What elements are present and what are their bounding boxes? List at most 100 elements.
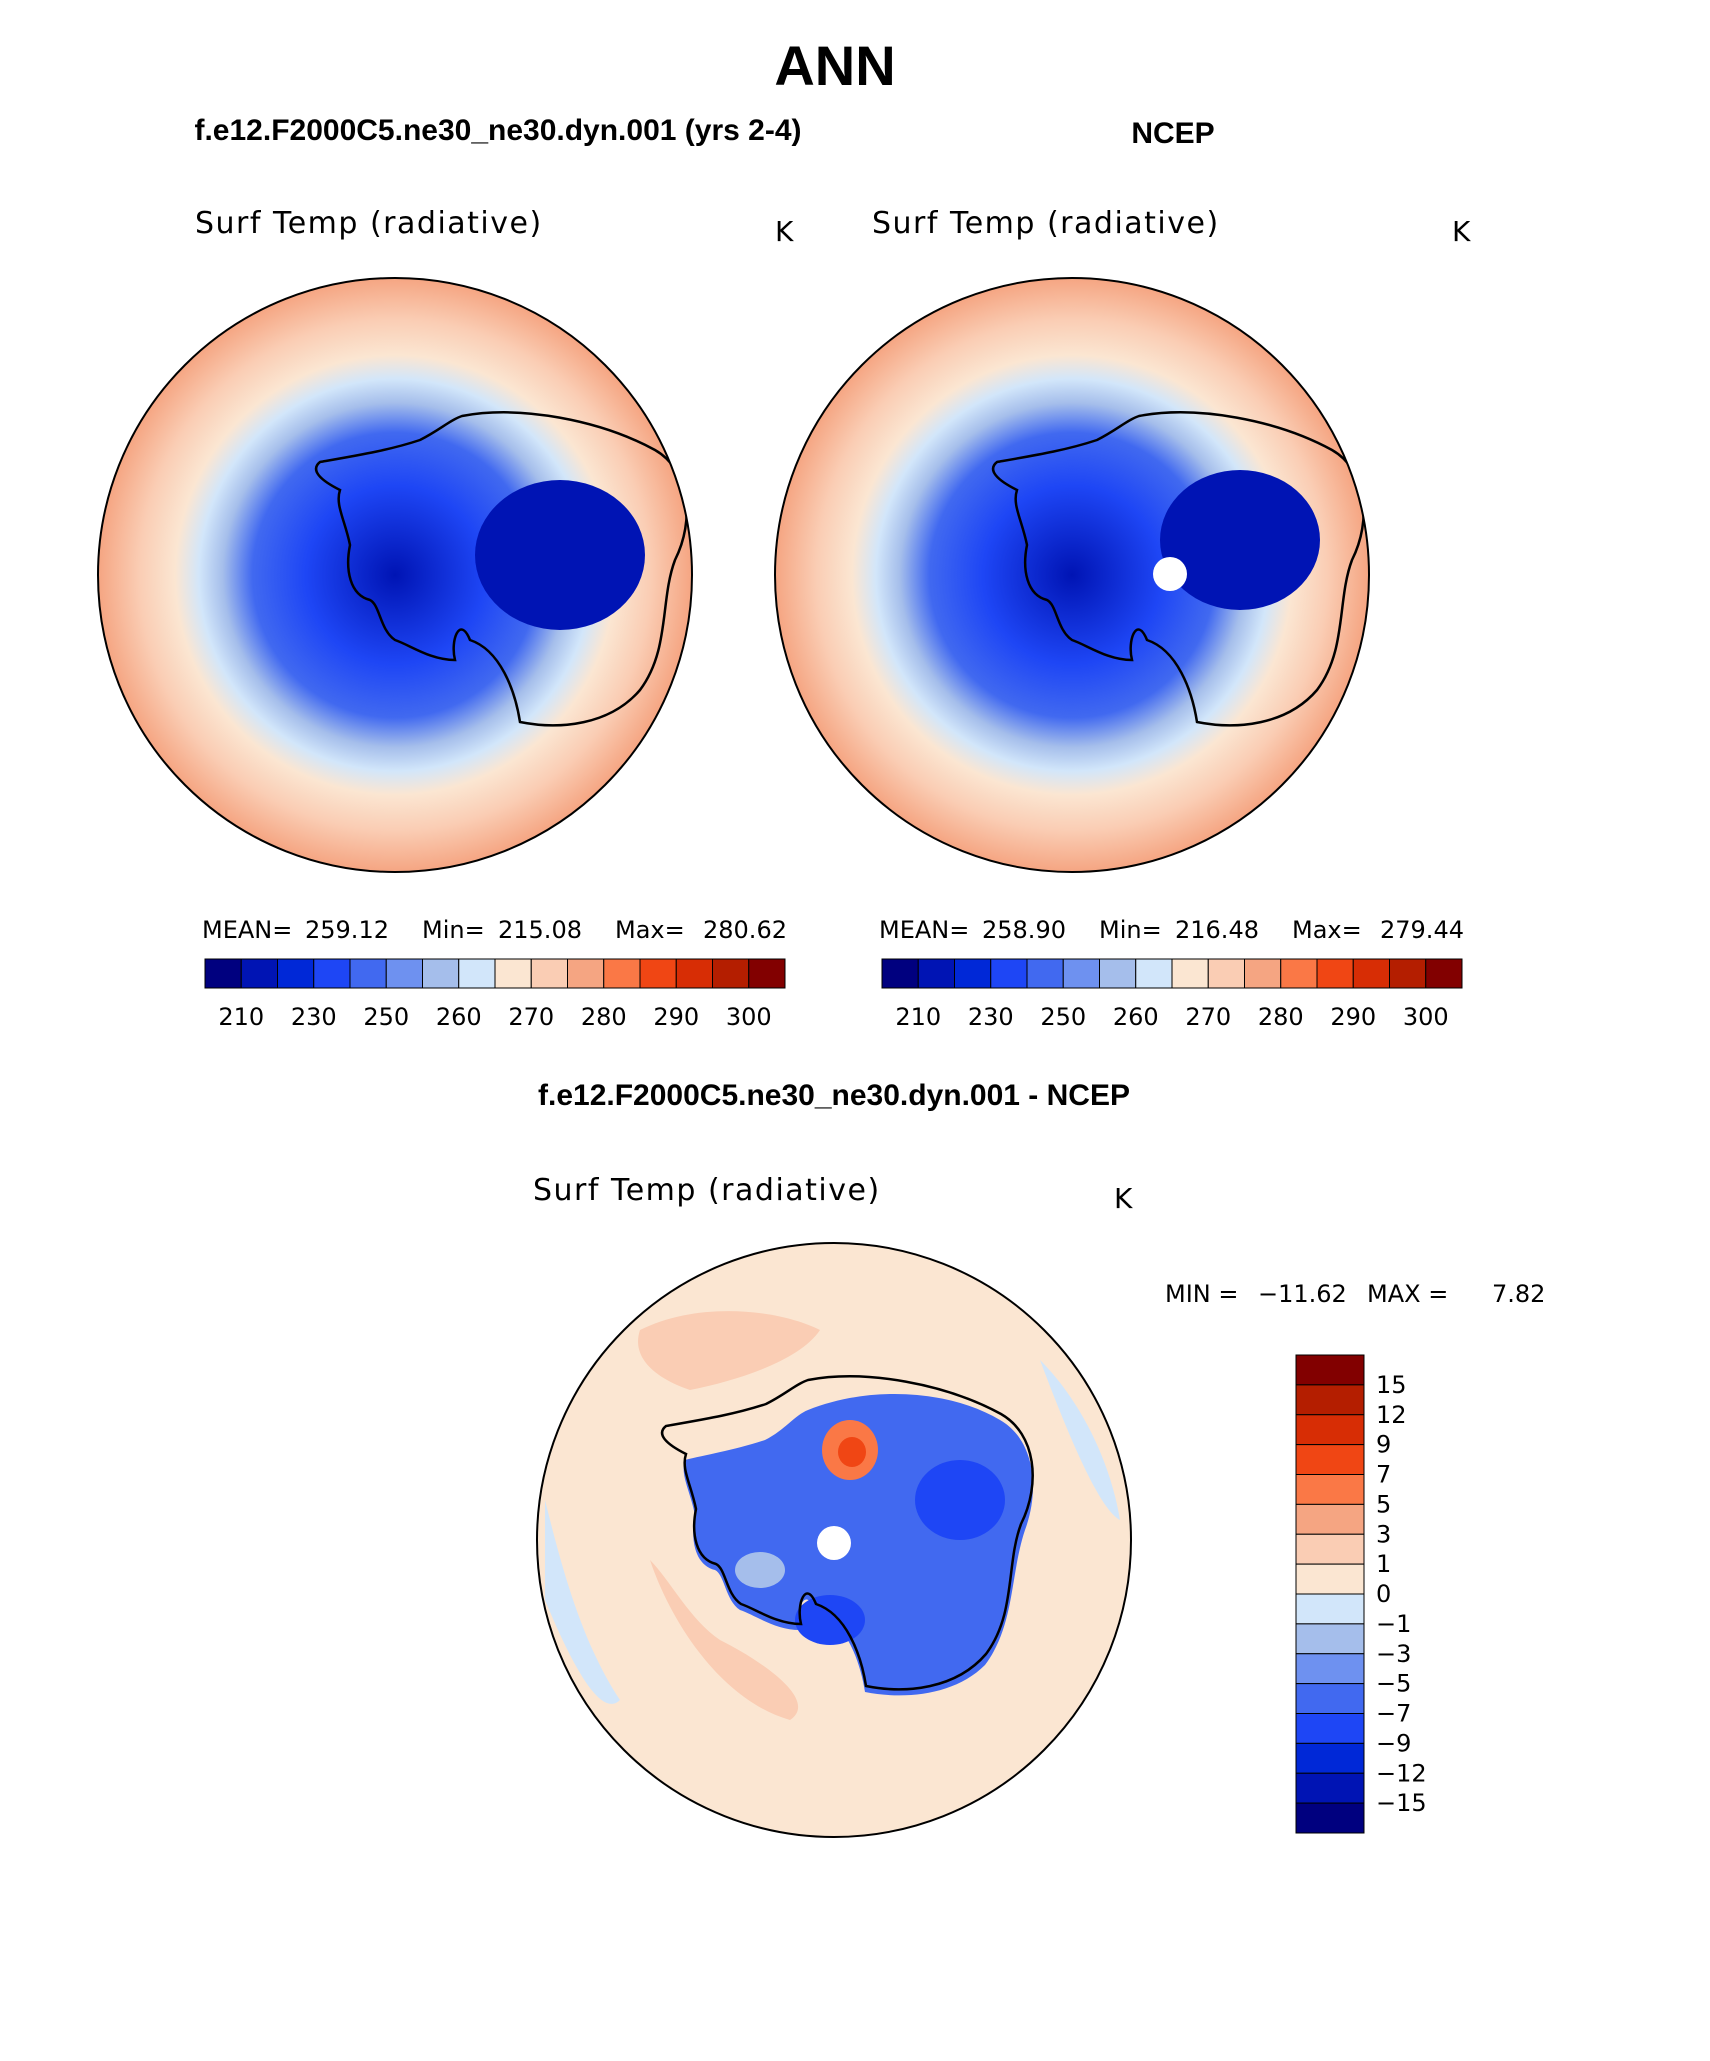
colorbar-swatch bbox=[881, 958, 919, 989]
colorbar-swatch bbox=[422, 958, 460, 989]
panel-model-units: K bbox=[775, 215, 794, 248]
colorbar-tick-label: 300 bbox=[1403, 1003, 1449, 1031]
colorbar-tick-label: −7 bbox=[1376, 1700, 1411, 1728]
colorbar-swatch bbox=[1280, 958, 1318, 989]
mean-label: MEAN= bbox=[202, 916, 292, 944]
map-diff bbox=[537, 1243, 1131, 1837]
colorbar-swatch bbox=[1295, 1772, 1365, 1804]
colorbar-tick-label: 3 bbox=[1376, 1520, 1391, 1548]
colorbar-tick-label: 1 bbox=[1376, 1550, 1391, 1578]
panel-model-title: f.e12.F2000C5.ne30_ne30.dyn.001 (yrs 2-4… bbox=[194, 114, 801, 147]
colorbar-swatch bbox=[313, 958, 351, 989]
colorbar-tick-label: −12 bbox=[1376, 1759, 1427, 1787]
colorbar-tick-label: 250 bbox=[1040, 1003, 1086, 1031]
colorbar-swatch bbox=[1295, 1414, 1365, 1446]
colorbar-swatch bbox=[1295, 1384, 1365, 1416]
colorbar-swatch bbox=[277, 958, 315, 989]
colorbar-swatch bbox=[1295, 1444, 1365, 1475]
colorbar-swatch bbox=[494, 958, 532, 989]
page-title: ANN bbox=[774, 34, 895, 97]
panel-ncep: NCEP Surf Temp (radiative) K MEAN= 258.9… bbox=[774, 117, 1471, 1031]
colorbar-swatch bbox=[240, 958, 278, 989]
antarctica-outline bbox=[991, 411, 1365, 727]
colorbar-tick-label: 280 bbox=[1258, 1003, 1304, 1031]
colorbar-tick-label: 300 bbox=[726, 1003, 772, 1031]
max-label: MAX = bbox=[1367, 1280, 1448, 1308]
map-diff-cool-patch bbox=[545, 1500, 620, 1704]
panel-diff-title: f.e12.F2000C5.ne30_ne30.dyn.001 - NCEP bbox=[538, 1079, 1130, 1112]
colorbar-swatch bbox=[1295, 1354, 1365, 1386]
colorbar-model: 210 230 250 260 270 280 290 300 bbox=[204, 958, 786, 1031]
max-label: Max= bbox=[615, 916, 685, 944]
colorbar-swatch bbox=[458, 958, 496, 989]
colorbar-tick-label: −1 bbox=[1376, 1610, 1411, 1638]
colorbar-swatch bbox=[1295, 1503, 1365, 1535]
map-ncep-border bbox=[774, 277, 1370, 873]
panel-ncep-units: K bbox=[1452, 215, 1471, 248]
colorbar-tick-label: 210 bbox=[218, 1003, 264, 1031]
colorbar-tick-label: 250 bbox=[363, 1003, 409, 1031]
map-ncep-cold-core bbox=[1160, 470, 1320, 610]
mean-label: MEAN= bbox=[879, 916, 969, 944]
min-value: 216.48 bbox=[1175, 916, 1259, 944]
colorbar-swatch bbox=[1171, 958, 1209, 989]
colorbar-tick-label: 230 bbox=[968, 1003, 1014, 1031]
colorbar-tick-label: 280 bbox=[581, 1003, 627, 1031]
map-model bbox=[98, 278, 692, 872]
map-diff-strong-cold bbox=[915, 1460, 1005, 1540]
map-ncep bbox=[775, 278, 1369, 872]
panel-ncep-title: NCEP bbox=[1131, 117, 1214, 150]
colorbar-swatch bbox=[385, 958, 423, 989]
colorbar-tick-label: 260 bbox=[1113, 1003, 1159, 1031]
map-diff-weak-cold bbox=[735, 1552, 785, 1588]
colorbar-swatch bbox=[349, 958, 387, 989]
min-value: 215.08 bbox=[498, 916, 582, 944]
colorbar-tick-label: 290 bbox=[1330, 1003, 1376, 1031]
max-value: 280.62 bbox=[703, 916, 787, 944]
colorbar-swatch bbox=[1425, 958, 1463, 989]
map-diff-warm-belt bbox=[638, 1311, 820, 1390]
colorbar-tick-label: −15 bbox=[1376, 1789, 1427, 1817]
panel-diff-stats: MIN = −11.62 MAX = 7.82 bbox=[1165, 1280, 1545, 1308]
colorbar-tick-label: −3 bbox=[1376, 1640, 1411, 1668]
min-value: −11.62 bbox=[1258, 1280, 1347, 1308]
colorbar-tick-label: 260 bbox=[436, 1003, 482, 1031]
colorbar-swatch bbox=[1295, 1563, 1365, 1595]
colorbar-swatch bbox=[1316, 958, 1354, 989]
colorbar-swatch bbox=[204, 958, 242, 989]
map-model-border bbox=[97, 277, 693, 873]
colorbar-swatch bbox=[1352, 958, 1390, 989]
colorbar-tick-label: 270 bbox=[1185, 1003, 1231, 1031]
colorbar-swatch bbox=[1295, 1474, 1365, 1505]
map-ncep-field bbox=[775, 278, 1369, 872]
colorbar-swatch bbox=[990, 958, 1028, 989]
map-model-field bbox=[98, 278, 692, 872]
panel-diff-subtitle: Surf Temp (radiative) bbox=[533, 1173, 881, 1208]
panel-diff-units: K bbox=[1114, 1182, 1133, 1215]
colorbar-tick-label: −5 bbox=[1376, 1670, 1411, 1698]
colorbar-swatch bbox=[567, 958, 605, 989]
colorbar-tick-label: −9 bbox=[1376, 1729, 1411, 1757]
map-diff-warm-belt bbox=[650, 1560, 799, 1720]
colorbar-swatch bbox=[748, 958, 786, 989]
colorbar-swatch bbox=[712, 958, 750, 989]
colorbar-swatch bbox=[1295, 1713, 1365, 1744]
map-diff-strong-cold bbox=[795, 1595, 865, 1645]
colorbar-swatch bbox=[530, 958, 568, 989]
colorbar-tick-label: 210 bbox=[895, 1003, 941, 1031]
colorbar-swatch bbox=[675, 958, 713, 989]
antarctica-outline bbox=[660, 1375, 1034, 1691]
panel-diff: f.e12.F2000C5.ne30_ne30.dyn.001 - NCEP S… bbox=[533, 1079, 1545, 1838]
pole-hole bbox=[817, 1526, 851, 1560]
map-diff-warm-spot-core bbox=[838, 1437, 866, 1467]
min-label: Min= bbox=[1099, 916, 1162, 944]
max-value: 279.44 bbox=[1380, 916, 1464, 944]
colorbar-tick-label: 0 bbox=[1376, 1580, 1391, 1608]
colorbar-tick-label: 270 bbox=[508, 1003, 554, 1031]
colorbar-tick-label: 9 bbox=[1376, 1431, 1391, 1459]
colorbar-swatch bbox=[1099, 958, 1137, 989]
map-model-cold-core bbox=[475, 480, 645, 630]
colorbar-tick-label: 290 bbox=[653, 1003, 699, 1031]
